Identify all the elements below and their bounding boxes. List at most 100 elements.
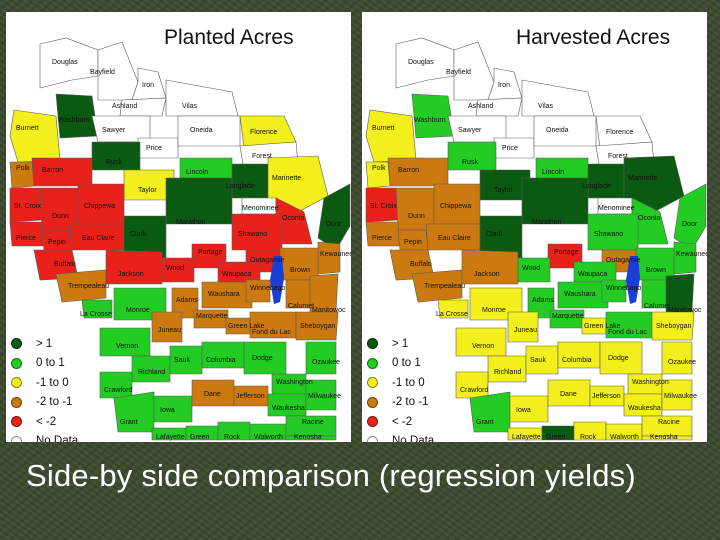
county-label-columbia: Columbia [562,357,592,364]
county-label-grant: Grant [476,419,494,426]
county-label-washington: Washington [276,379,313,386]
county-trempealeau [411,269,463,303]
county-door [673,183,707,251]
county-label-buffalo: Buffalo [54,261,76,268]
county-label-green: Green [546,434,566,441]
county-label-wood: Wood [166,265,184,272]
county-label-sheboygan: Sheboygan [300,323,336,330]
county-burnett [9,109,61,163]
legend-label: -2 to -1 [36,396,73,409]
county-label-columbia: Columbia [206,357,236,364]
county-label-waushara: Waushara [208,291,240,298]
county-grant [113,391,155,433]
county-label-polk: Polk [372,165,386,172]
county-ashland [475,97,523,117]
county-label-forest: Forest [608,153,628,160]
county-label-winnebago: Winnebago [250,285,286,292]
county-label-monroe: Monroe [482,307,506,314]
county-label-dane: Dane [560,391,577,398]
legend-swatch [367,338,378,350]
county-label-iron: Iron [498,82,510,89]
planted-acres-legend: > 1 0 to 1 -1 to 0 -2 to -1 < -2 No Data [11,334,78,442]
county-label-st-croix: St. Croix [14,203,41,210]
county-kewaunee [317,241,341,275]
county-label-lafayette: Lafayette [156,434,185,441]
harvested-acres-panel: Douglas Bayfield Iron Ashland Vilas Burnett Wa… [362,12,707,442]
county-label-oconto: Oconto [638,215,661,222]
county-label-price: Price [146,145,162,152]
county-oconto [275,197,313,245]
legend-item-dark-green: > 1 [367,334,434,354]
county-label-langlade: Langlade [582,183,611,190]
county-label-iowa: Iowa [160,407,175,414]
county-label-crawford: Crawford [104,387,133,394]
county-label-vilas: Vilas [538,103,554,110]
legend-item-yellow: -1 to 0 [367,373,434,393]
county-sauk [525,345,559,375]
county-milwaukee [305,379,337,411]
county-door [317,183,351,251]
legend-swatch [367,396,378,408]
legend-label: < -2 [392,415,413,428]
county-pierce [9,221,45,247]
county-label-barron: Barron [398,167,419,174]
county-marathon [165,177,233,225]
county-label-jackson: Jackson [474,271,500,278]
legend-swatch [11,338,22,350]
county-label-price: Price [502,145,518,152]
legend-label: -2 to -1 [392,396,429,409]
county-label-door: Door [326,221,342,228]
legend-swatch [367,377,378,389]
harvested-acres-map: Douglas Bayfield Iron Ashland Vilas Burnett Wa… [365,37,707,441]
county-ashland [119,97,167,117]
legend-label: No Data [392,435,435,442]
county-vernon [99,327,151,357]
county-label-dodge: Dodge [252,355,273,362]
planted-acres-panel: Douglas Bayfield Iron Ashland Vilas Burnett Wa… [6,12,351,442]
county-label-la-crosse: La Crosse [80,311,112,318]
county-label-racine: Racine [302,419,324,426]
county-label-milwaukee: Milwaukee [664,393,697,400]
legend-swatch [11,377,22,389]
county-label-ashland: Ashland [468,103,493,110]
legend-label: > 1 [36,337,53,350]
county-label-door: Door [682,221,698,228]
county-la-crosse [81,299,113,319]
county-label-shawano: Shawano [238,231,267,238]
planted-acres-map: Douglas Bayfield Iron Ashland Vilas Burnett Wa… [9,37,351,441]
legend-label: > 1 [392,337,409,350]
county-label-pepin: Pepin [48,239,66,246]
county-label-clark: Clark [130,231,147,238]
county-juneau [151,311,183,343]
county-marathon [521,177,589,225]
county-iowa [153,395,193,423]
county-label-rusk: Rusk [462,159,478,166]
county-label-richland: Richland [138,369,165,376]
county-iowa [509,395,549,423]
legend-label: -1 to 0 [392,376,425,389]
county-label-marinette: Marinette [272,175,301,182]
county-trempealeau [55,269,107,303]
county-label-shawano: Shawano [594,231,623,238]
county-label-rock: Rock [224,434,240,441]
county-label-st-croix: St. Croix [370,203,397,210]
county-label-walworth: Walworth [254,434,283,441]
legend-item-red: < -2 [11,412,78,432]
county-label-marquette: Marquette [196,313,228,320]
lake-winnebago-shape [626,256,640,304]
county-brown [279,247,319,281]
county-label-eau-claire: Eau Claire [438,235,471,242]
county-crawford [455,371,489,399]
legend-label: 0 to 1 [36,357,65,370]
county-label-sawyer: Sawyer [102,127,126,134]
county-kewaunee [673,241,697,275]
county-waushara [201,281,253,309]
county-label-polk: Polk [16,165,30,172]
county-label-kewaunee: Kewaunee [676,251,707,258]
legend-swatch [367,357,378,369]
county-label-washburn: Washburn [58,117,90,124]
county-label-wood: Wood [522,265,540,272]
county-langlade [587,163,625,199]
county-marinette [267,155,329,213]
county-label-kenosha: Kenosha [294,434,322,441]
